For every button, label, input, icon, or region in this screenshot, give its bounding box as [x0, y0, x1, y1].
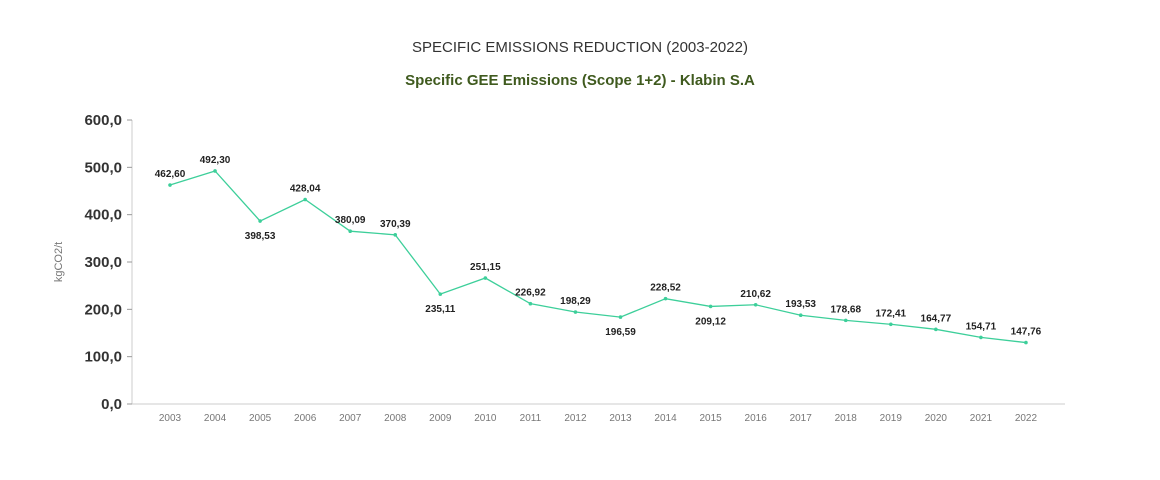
- series-group: [168, 169, 1028, 345]
- x-tick-label: 2014: [654, 413, 677, 424]
- x-tick-label: 2015: [699, 413, 722, 424]
- x-tick-label: 2005: [249, 413, 272, 424]
- x-tick-label: 2017: [790, 413, 813, 424]
- x-tick-label: 2013: [609, 413, 632, 424]
- axes: [131, 120, 1065, 405]
- x-tick-label: 2020: [925, 413, 948, 424]
- y-tick-label: 400,0: [84, 207, 122, 224]
- data-point: [348, 229, 353, 233]
- data-label: 492,30: [200, 155, 231, 166]
- x-tick-label: 2019: [880, 413, 903, 424]
- x-tick-label: 2011: [520, 413, 542, 424]
- y-tick-label: 100,0: [84, 349, 122, 366]
- x-axis-ticks: 2003 2004 2005 2006 2007 2008 2009 2010 2011 2012…: [159, 413, 1038, 424]
- data-label: 193,53: [785, 299, 816, 310]
- data-point: [663, 296, 668, 301]
- y-tick-label: 0,0: [101, 396, 122, 413]
- data-label: 154,71: [966, 321, 997, 332]
- data-point: [979, 335, 983, 340]
- data-label: 228,52: [650, 283, 681, 294]
- data-label: 178,68: [830, 304, 861, 315]
- data-label: 380,09: [335, 215, 366, 226]
- y-axis-label: kgCO2/t: [53, 242, 65, 282]
- x-tick-label: 2022: [1015, 413, 1038, 424]
- y-tick-label: 300,0: [84, 254, 122, 271]
- data-point: [798, 313, 803, 318]
- data-label: 370,39: [380, 219, 411, 230]
- x-tick-label: 2012: [564, 413, 587, 424]
- data-label: 235,11: [425, 304, 455, 315]
- x-tick-label: 2003: [159, 413, 182, 424]
- data-label: 196,59: [605, 327, 636, 338]
- x-tick-label: 2009: [429, 413, 452, 424]
- x-tick-label: 2007: [339, 413, 362, 424]
- data-point: [1024, 340, 1028, 345]
- chart-subtitle: Specific GEE Emissions (Scope 1+2) - Kla…: [405, 72, 755, 89]
- data-point: [258, 219, 262, 223]
- data-label: 198,29: [560, 296, 591, 307]
- data-label: 147,76: [1011, 327, 1042, 338]
- chart-title: SPECIFIC EMISSIONS REDUCTION (2003-2022): [412, 39, 748, 56]
- data-point: [934, 327, 938, 332]
- x-tick-label: 2021: [970, 413, 993, 424]
- x-tick-label: 2018: [835, 413, 858, 424]
- data-label: 462,60: [155, 169, 186, 180]
- data-point: [213, 169, 217, 173]
- data-point: [483, 276, 488, 280]
- data-label: 172,41: [876, 308, 907, 319]
- data-label: 251,15: [470, 262, 501, 273]
- data-point: [573, 310, 578, 314]
- data-label: 428,04: [290, 184, 321, 195]
- data-label: 210,62: [740, 289, 771, 300]
- data-point: [753, 302, 758, 307]
- x-tick-label: 2006: [294, 413, 317, 424]
- x-tick-label: 2010: [474, 413, 497, 424]
- x-tick-label: 2008: [384, 413, 407, 424]
- data-point: [708, 304, 713, 309]
- data-point: [168, 183, 172, 187]
- y-tick-label: 500,0: [84, 159, 122, 176]
- y-tick-label: 600,0: [84, 112, 122, 129]
- data-point: [843, 318, 848, 323]
- data-point: [528, 301, 533, 306]
- data-label: 164,77: [921, 313, 952, 324]
- data-point: [303, 197, 307, 202]
- data-point: [393, 233, 398, 237]
- y-axis-ticks: 0,0 100,0 200,0 300,0 400,0 500,0 600,0: [84, 112, 132, 413]
- data-label: 398,53: [245, 231, 276, 242]
- data-point: [618, 315, 623, 319]
- series-line: [169, 170, 1027, 344]
- y-tick-label: 200,0: [84, 301, 122, 318]
- data-point: [889, 322, 893, 327]
- data-point: [438, 292, 443, 296]
- data-labels: 462,60 492,30 398,53 428,04 380,09 370,39 235,…: [155, 155, 1042, 338]
- x-tick-label: 2016: [745, 413, 768, 424]
- data-label: 226,92: [515, 288, 546, 299]
- data-label: 209,12: [695, 316, 726, 327]
- x-tick-label: 2004: [204, 413, 227, 424]
